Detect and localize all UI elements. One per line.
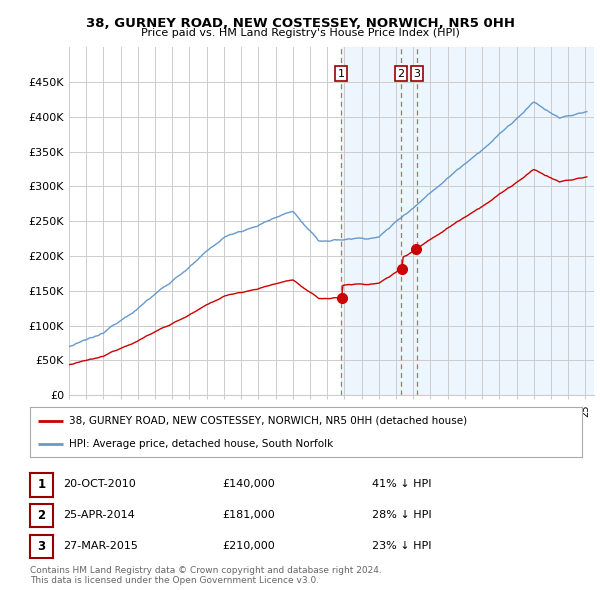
Text: 41% ↓ HPI: 41% ↓ HPI bbox=[372, 480, 431, 489]
Text: Price paid vs. HM Land Registry's House Price Index (HPI): Price paid vs. HM Land Registry's House … bbox=[140, 28, 460, 38]
Text: 27-MAR-2015: 27-MAR-2015 bbox=[63, 541, 138, 550]
Text: £181,000: £181,000 bbox=[222, 510, 275, 520]
Text: 1: 1 bbox=[337, 68, 344, 78]
Text: HPI: Average price, detached house, South Norfolk: HPI: Average price, detached house, Sout… bbox=[68, 439, 333, 449]
Text: 38, GURNEY ROAD, NEW COSTESSEY, NORWICH, NR5 0HH: 38, GURNEY ROAD, NEW COSTESSEY, NORWICH,… bbox=[86, 17, 515, 30]
Text: £140,000: £140,000 bbox=[222, 480, 275, 489]
Text: 25-APR-2014: 25-APR-2014 bbox=[63, 510, 135, 520]
Text: This data is licensed under the Open Government Licence v3.0.: This data is licensed under the Open Gov… bbox=[30, 576, 319, 585]
Text: 2: 2 bbox=[37, 509, 46, 522]
Text: 20-OCT-2010: 20-OCT-2010 bbox=[63, 480, 136, 489]
Text: £210,000: £210,000 bbox=[222, 541, 275, 550]
Text: 3: 3 bbox=[37, 540, 46, 553]
Text: 3: 3 bbox=[413, 68, 421, 78]
Text: Contains HM Land Registry data © Crown copyright and database right 2024.: Contains HM Land Registry data © Crown c… bbox=[30, 566, 382, 575]
Text: 1: 1 bbox=[37, 478, 46, 491]
Text: 2: 2 bbox=[398, 68, 404, 78]
Text: 23% ↓ HPI: 23% ↓ HPI bbox=[372, 541, 431, 550]
Bar bbox=[341, 47, 594, 395]
Text: 38, GURNEY ROAD, NEW COSTESSEY, NORWICH, NR5 0HH (detached house): 38, GURNEY ROAD, NEW COSTESSEY, NORWICH,… bbox=[68, 415, 467, 425]
Text: 28% ↓ HPI: 28% ↓ HPI bbox=[372, 510, 431, 520]
